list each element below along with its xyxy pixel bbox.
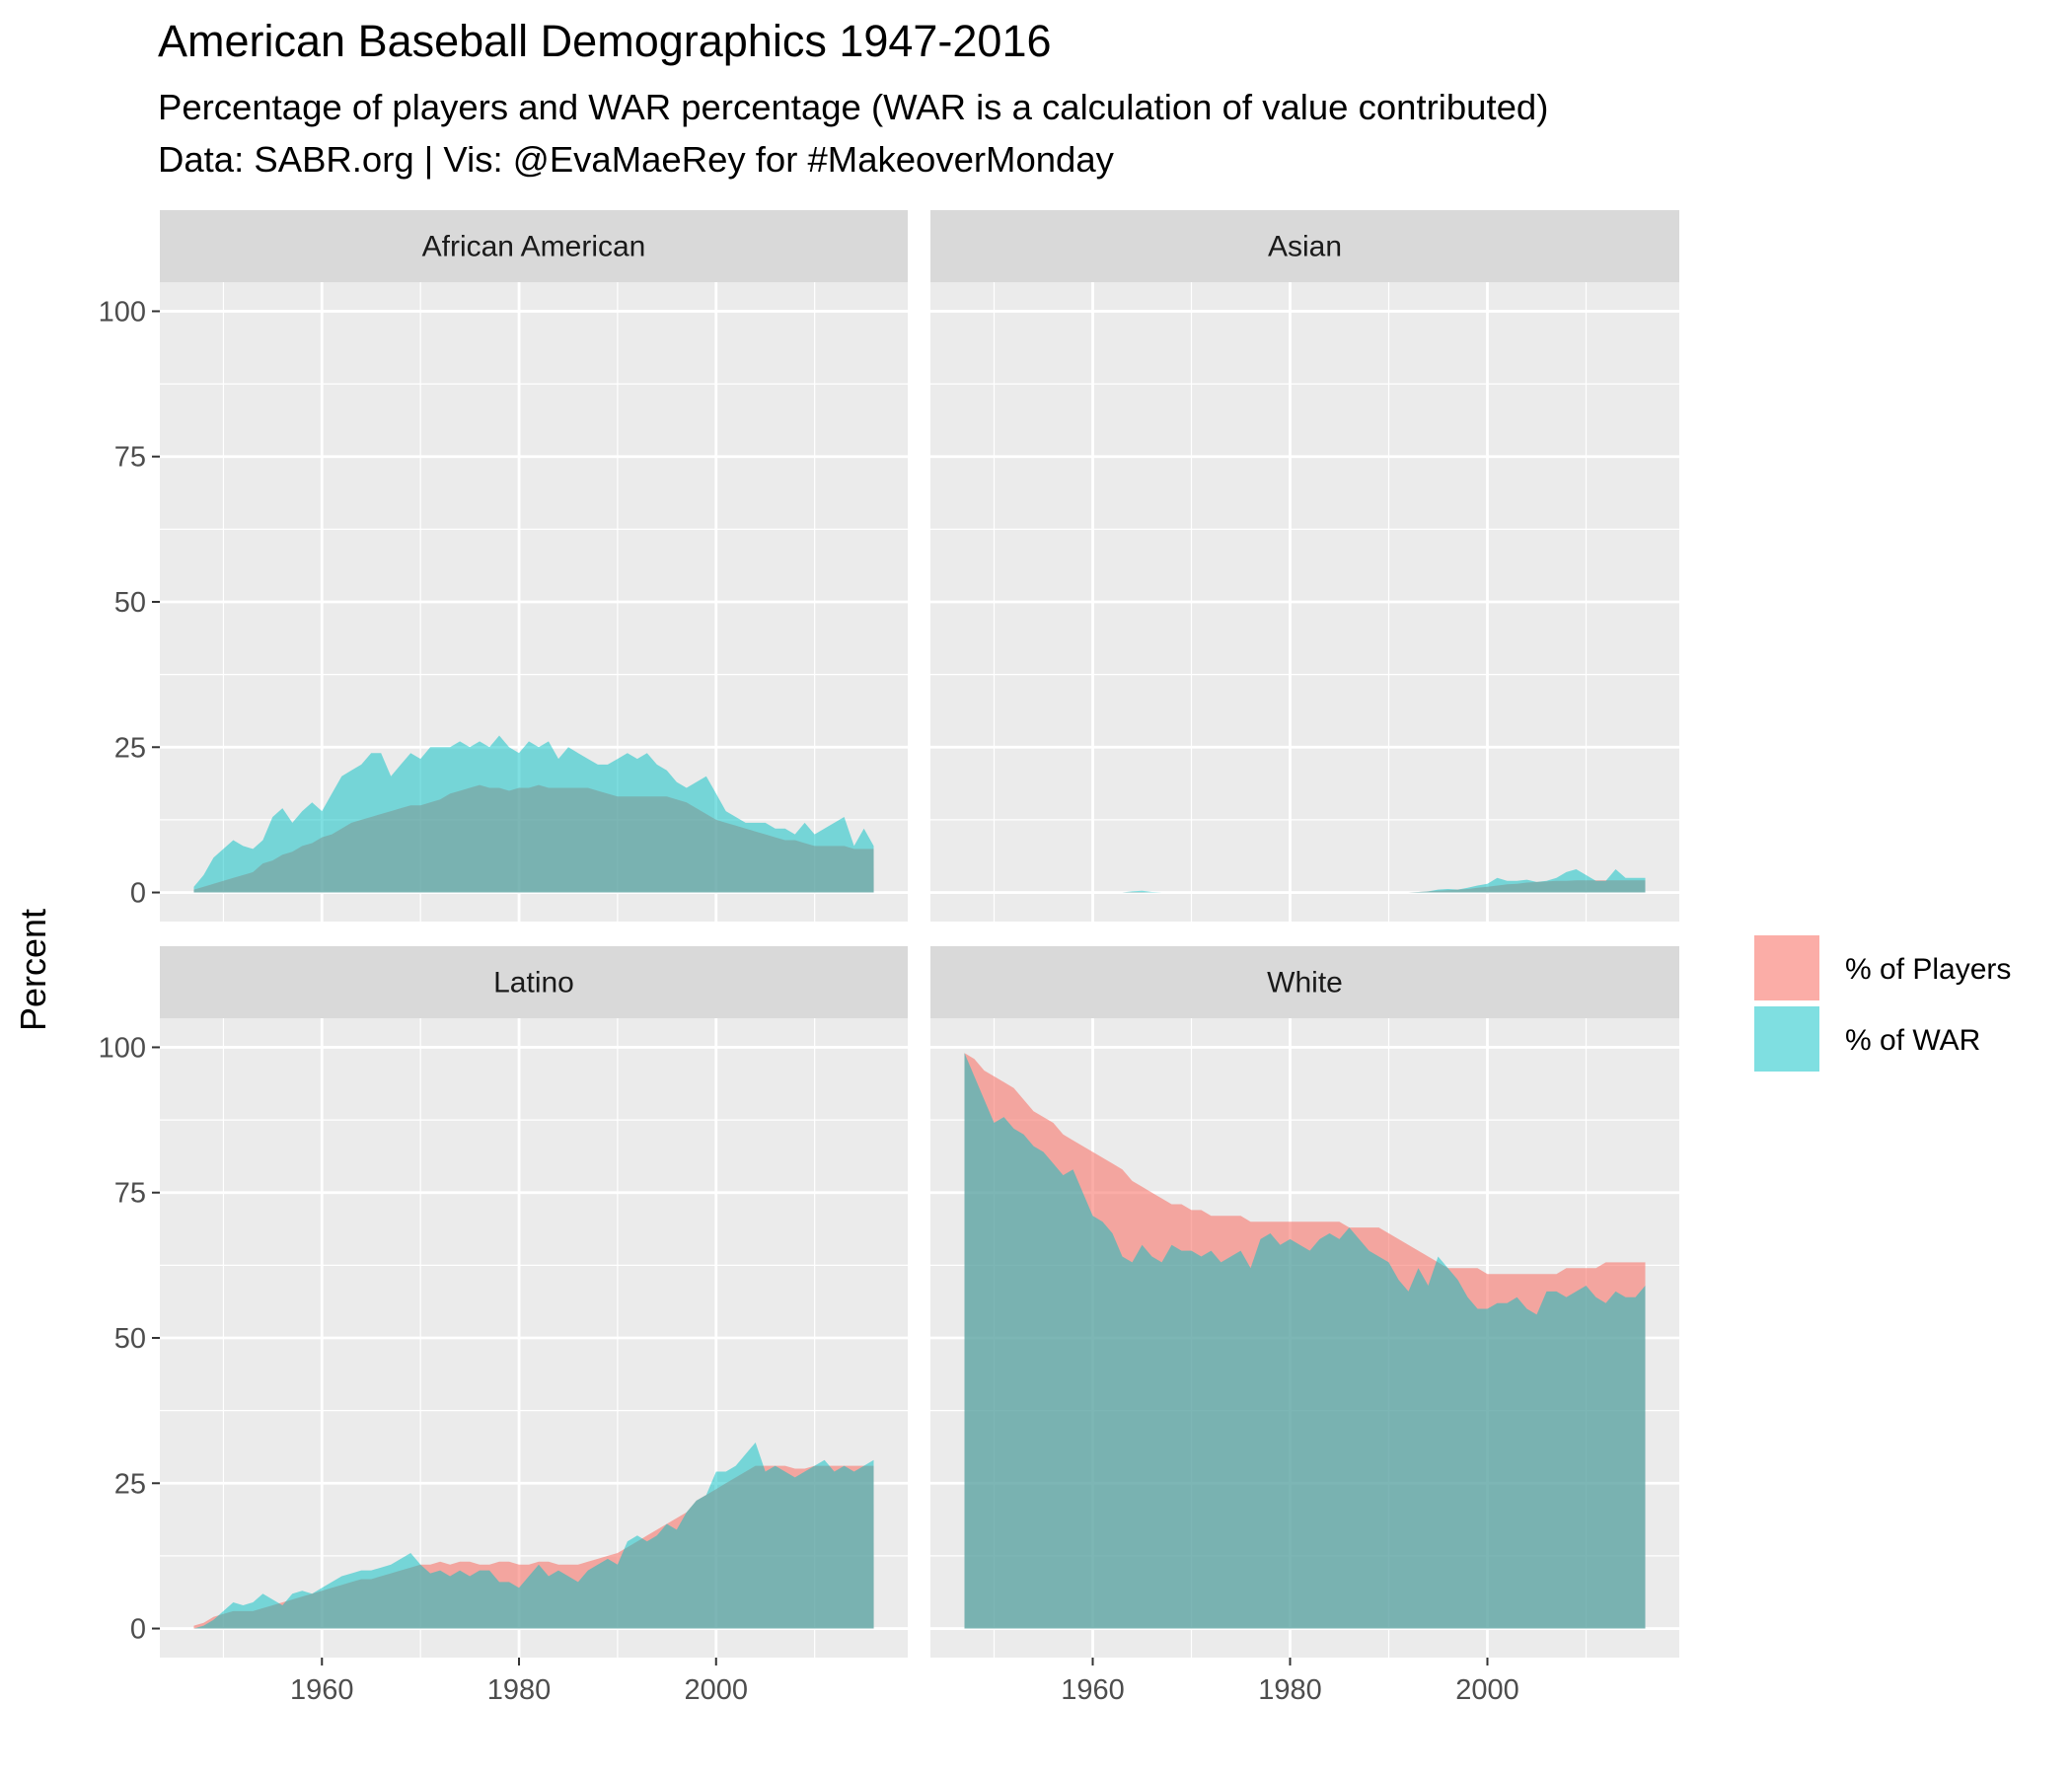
y-tick-label: 25	[114, 1468, 146, 1500]
facet-label-white: White	[1267, 967, 1343, 999]
facet-strip-african-american	[160, 210, 908, 282]
area-war-white	[964, 1053, 1646, 1629]
x-tick-label: 1960	[1061, 1674, 1125, 1706]
legend-label-players: % of Players	[1845, 953, 2011, 986]
facet-strip-latino	[160, 946, 908, 1018]
y-tick-label: 75	[114, 442, 146, 474]
chart-title: American Baseball Demographics 1947-2016	[158, 16, 1052, 66]
chart-caption: Data: SABR.org | Vis: @EvaMaeRey for #Ma…	[158, 139, 1114, 180]
y-tick-label: 50	[114, 1323, 146, 1355]
y-tick-label: 50	[114, 587, 146, 619]
facet-strip-asian	[930, 210, 1679, 282]
x-tick-label: 1960	[290, 1674, 354, 1706]
facet-strip-white	[930, 946, 1679, 1018]
facet-label-asian: Asian	[1268, 231, 1342, 263]
y-tick-label: 75	[114, 1178, 146, 1210]
y-tick-label: 0	[130, 1614, 146, 1646]
legend-key-war	[1754, 1006, 1819, 1072]
legend-key-players	[1754, 935, 1819, 1000]
area-war-latino	[193, 1443, 874, 1629]
y-tick-label: 100	[99, 1032, 146, 1064]
y-tick-label: 25	[114, 732, 146, 764]
x-tick-label: 1980	[1258, 1674, 1322, 1706]
area-war-african-american	[193, 735, 874, 893]
chart-subtitle: Percentage of players and WAR percentage…	[158, 87, 1549, 127]
y-tick-label: 100	[99, 296, 146, 328]
x-tick-label: 2000	[684, 1674, 748, 1706]
legend-label-war: % of WAR	[1845, 1024, 1980, 1057]
x-tick-label: 1980	[487, 1674, 552, 1706]
y-axis-title: Percent	[13, 909, 53, 1031]
x-tick-label: 2000	[1455, 1674, 1519, 1706]
facet-label-latino: Latino	[493, 967, 574, 999]
y-tick-label: 0	[130, 878, 146, 910]
facet-label-african-american: African American	[422, 231, 646, 263]
area-war-asian	[964, 869, 1646, 893]
